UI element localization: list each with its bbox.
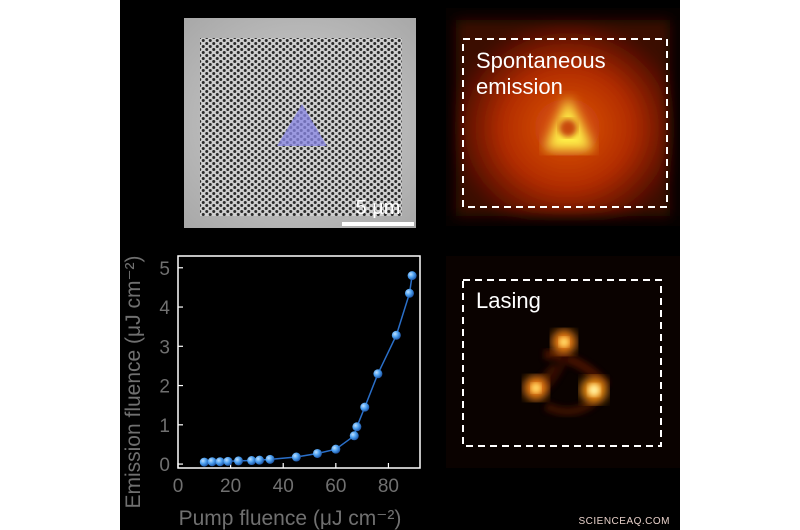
x-tick-label: 40 — [273, 476, 294, 497]
lasing-label: Lasing — [476, 288, 541, 313]
y-axis-label: Emission fluence (μJ cm⁻²) — [122, 255, 145, 508]
fluence-plot: 0 20 40 60 80 0 1 2 3 4 5 Pump fluence (μJ cm⁻²) E… — [122, 255, 421, 530]
figure: 5 µm Spontaneous emission — [120, 0, 680, 530]
data-point — [291, 452, 301, 462]
data-point — [207, 457, 217, 467]
lasing-image — [446, 256, 680, 468]
data-point — [265, 454, 275, 464]
plot-frame — [177, 255, 421, 469]
y-tick-label: 3 — [159, 337, 170, 358]
x-tick-label: 0 — [173, 476, 184, 497]
y-tick-label: 5 — [159, 259, 170, 280]
data-point — [312, 448, 322, 458]
data-point — [391, 330, 401, 340]
data-point — [373, 369, 383, 379]
lasing-panel: Lasing — [446, 256, 680, 468]
x-tick-label: 60 — [325, 476, 346, 497]
data-point — [360, 402, 370, 412]
sem-image-panel: 5 µm — [184, 18, 416, 228]
scale-bar-label: 5 µm — [356, 197, 401, 219]
scale-bar — [342, 222, 414, 226]
data-point — [404, 288, 414, 298]
fluence-plot-panel: 0 20 40 60 80 0 1 2 3 4 5 Pump fluence (μJ cm⁻²) E… — [120, 240, 430, 530]
data-point — [331, 444, 341, 454]
data-point — [247, 456, 257, 466]
data-point — [234, 456, 243, 466]
series-line — [204, 275, 413, 463]
data-point — [215, 457, 225, 467]
x-axis-label: Pump fluence (μJ cm⁻²) — [179, 507, 402, 530]
watermark: SCIENCEAQ.COM — [578, 516, 670, 527]
dashed-outline — [462, 279, 662, 447]
data-point — [255, 455, 265, 465]
y-tick-label: 4 — [159, 298, 170, 319]
y-tick-label: 1 — [159, 416, 170, 437]
cavity-triangle — [277, 104, 327, 146]
x-tick-label: 80 — [378, 476, 399, 497]
sem-image: 5 µm — [184, 18, 416, 228]
data-point — [223, 456, 233, 466]
data-point — [407, 271, 417, 281]
dashed-outline — [462, 38, 668, 208]
data-point — [352, 422, 362, 432]
x-tick-label: 20 — [220, 476, 241, 497]
data-point — [349, 431, 359, 441]
y-tick-label: 0 — [159, 455, 170, 476]
y-tick-label: 2 — [159, 377, 170, 398]
spontaneous-emission-label: Spontaneous emission — [476, 48, 606, 99]
data-point — [199, 457, 209, 467]
spontaneous-emission-panel: Spontaneous emission — [446, 8, 680, 226]
spontaneous-emission-image — [446, 8, 680, 226]
